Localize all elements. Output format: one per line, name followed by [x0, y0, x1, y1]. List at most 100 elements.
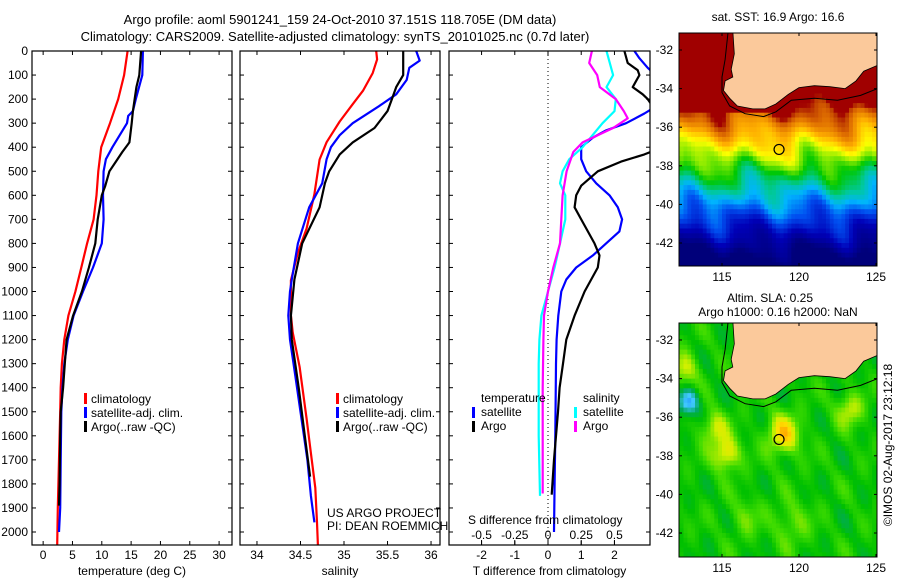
- sla-cell: [749, 508, 754, 515]
- sst-cell: [729, 59, 735, 65]
- sst-cell: [799, 132, 804, 138]
- sst-cell: [772, 247, 777, 254]
- sst-cell: [714, 103, 719, 109]
- sla-cell: [718, 494, 723, 500]
- sla-cell: [829, 499, 835, 505]
- sst-cell: [753, 267, 758, 272]
- sst-cell: [856, 238, 862, 244]
- sst-cell: [868, 117, 873, 123]
- sla-cell: [683, 499, 688, 505]
- sst-cell: [729, 194, 735, 201]
- sst-cell: [852, 214, 858, 220]
- sla-cell: [725, 547, 731, 553]
- sst-cell: [783, 122, 789, 128]
- sst-cell: [864, 228, 869, 234]
- sst-cell: [860, 189, 866, 196]
- sla-cell: [810, 523, 815, 529]
- sst-cell: [733, 209, 738, 215]
- sla-cell: [695, 422, 700, 428]
- sla-cell: [829, 426, 835, 433]
- sst-cell: [729, 54, 735, 61]
- sla-cell: [833, 393, 839, 399]
- sla-cell: [729, 465, 735, 471]
- sst-cell: [756, 127, 762, 133]
- sla-cell: [702, 359, 708, 365]
- sst-cell: [706, 262, 712, 266]
- sla-cell: [698, 373, 704, 380]
- sla-cell: [702, 451, 708, 457]
- sla-cell: [806, 537, 812, 544]
- sst-cell: [841, 175, 846, 181]
- sla-cell: [802, 470, 808, 476]
- sst-cell: [718, 132, 723, 138]
- sst-cell: [752, 199, 758, 205]
- sla-cell: [683, 547, 688, 553]
- sla-cell: [764, 542, 769, 548]
- sla-cell: [718, 364, 723, 370]
- sst-cell: [687, 107, 692, 114]
- sst-cell: [710, 54, 715, 61]
- y-tick-label: 1100: [2, 309, 28, 323]
- sla-cell: [702, 446, 708, 452]
- sla-cell: [779, 417, 785, 423]
- sst-cell: [752, 233, 758, 239]
- sla-cell: [764, 436, 769, 442]
- sla-cell: [718, 484, 723, 491]
- sla-cell: [698, 460, 704, 466]
- sla-cell: [683, 344, 688, 351]
- sla-cell: [810, 499, 815, 505]
- sst-cell: [733, 141, 738, 148]
- sla-cell: [737, 441, 742, 447]
- sst-cell: [783, 238, 789, 244]
- sla-cell: [772, 489, 777, 495]
- sla-cell: [752, 528, 758, 534]
- sst-cell: [864, 189, 869, 196]
- sst-cell: [795, 132, 800, 138]
- plot-frame: [448, 50, 651, 546]
- sst-cell: [833, 252, 839, 259]
- sst-cell: [810, 132, 815, 138]
- sla-cell: [779, 533, 785, 539]
- sst-cell: [806, 233, 812, 239]
- sla-cell: [687, 344, 692, 351]
- sst-cell: [872, 64, 877, 70]
- sla-cell: [791, 499, 796, 505]
- sst-cell: [695, 180, 700, 186]
- sst-cell: [826, 170, 831, 176]
- sla-cell: [683, 417, 688, 423]
- sst-cell: [849, 204, 854, 210]
- sst-cell: [729, 218, 735, 225]
- sst-cell: [772, 209, 777, 215]
- sst-cell: [814, 136, 819, 143]
- sst-cell: [756, 189, 762, 196]
- sla-cell: [799, 528, 804, 534]
- x-tick-label: 35.5: [376, 548, 400, 562]
- sla-cell: [764, 431, 769, 438]
- sla-cell: [764, 499, 769, 505]
- sla-cell: [783, 537, 789, 544]
- sla-cell: [745, 407, 750, 413]
- sst-cell: [768, 262, 773, 266]
- sst-cell: [687, 50, 692, 56]
- sla-cell: [826, 552, 831, 557]
- sla-cell: [679, 431, 685, 438]
- sst-cell: [706, 228, 712, 234]
- sla-cell: [698, 359, 704, 365]
- sla-cell: [752, 441, 758, 447]
- sst-cell: [722, 262, 727, 266]
- sla-cell: [791, 412, 796, 418]
- sla-cell: [760, 422, 765, 428]
- sla-cell: [749, 489, 754, 495]
- sst-cell: [722, 74, 727, 80]
- sst-cell: [826, 204, 831, 210]
- sla-cell: [698, 397, 704, 404]
- sst-cell: [710, 194, 715, 201]
- sst-cell: [725, 54, 731, 61]
- sla-cell: [706, 373, 712, 380]
- sst-cell: [799, 199, 804, 205]
- sla-cell: [722, 441, 727, 447]
- sst-cell: [787, 199, 792, 205]
- sst-cell: [826, 88, 831, 94]
- sla-cell: [691, 441, 696, 447]
